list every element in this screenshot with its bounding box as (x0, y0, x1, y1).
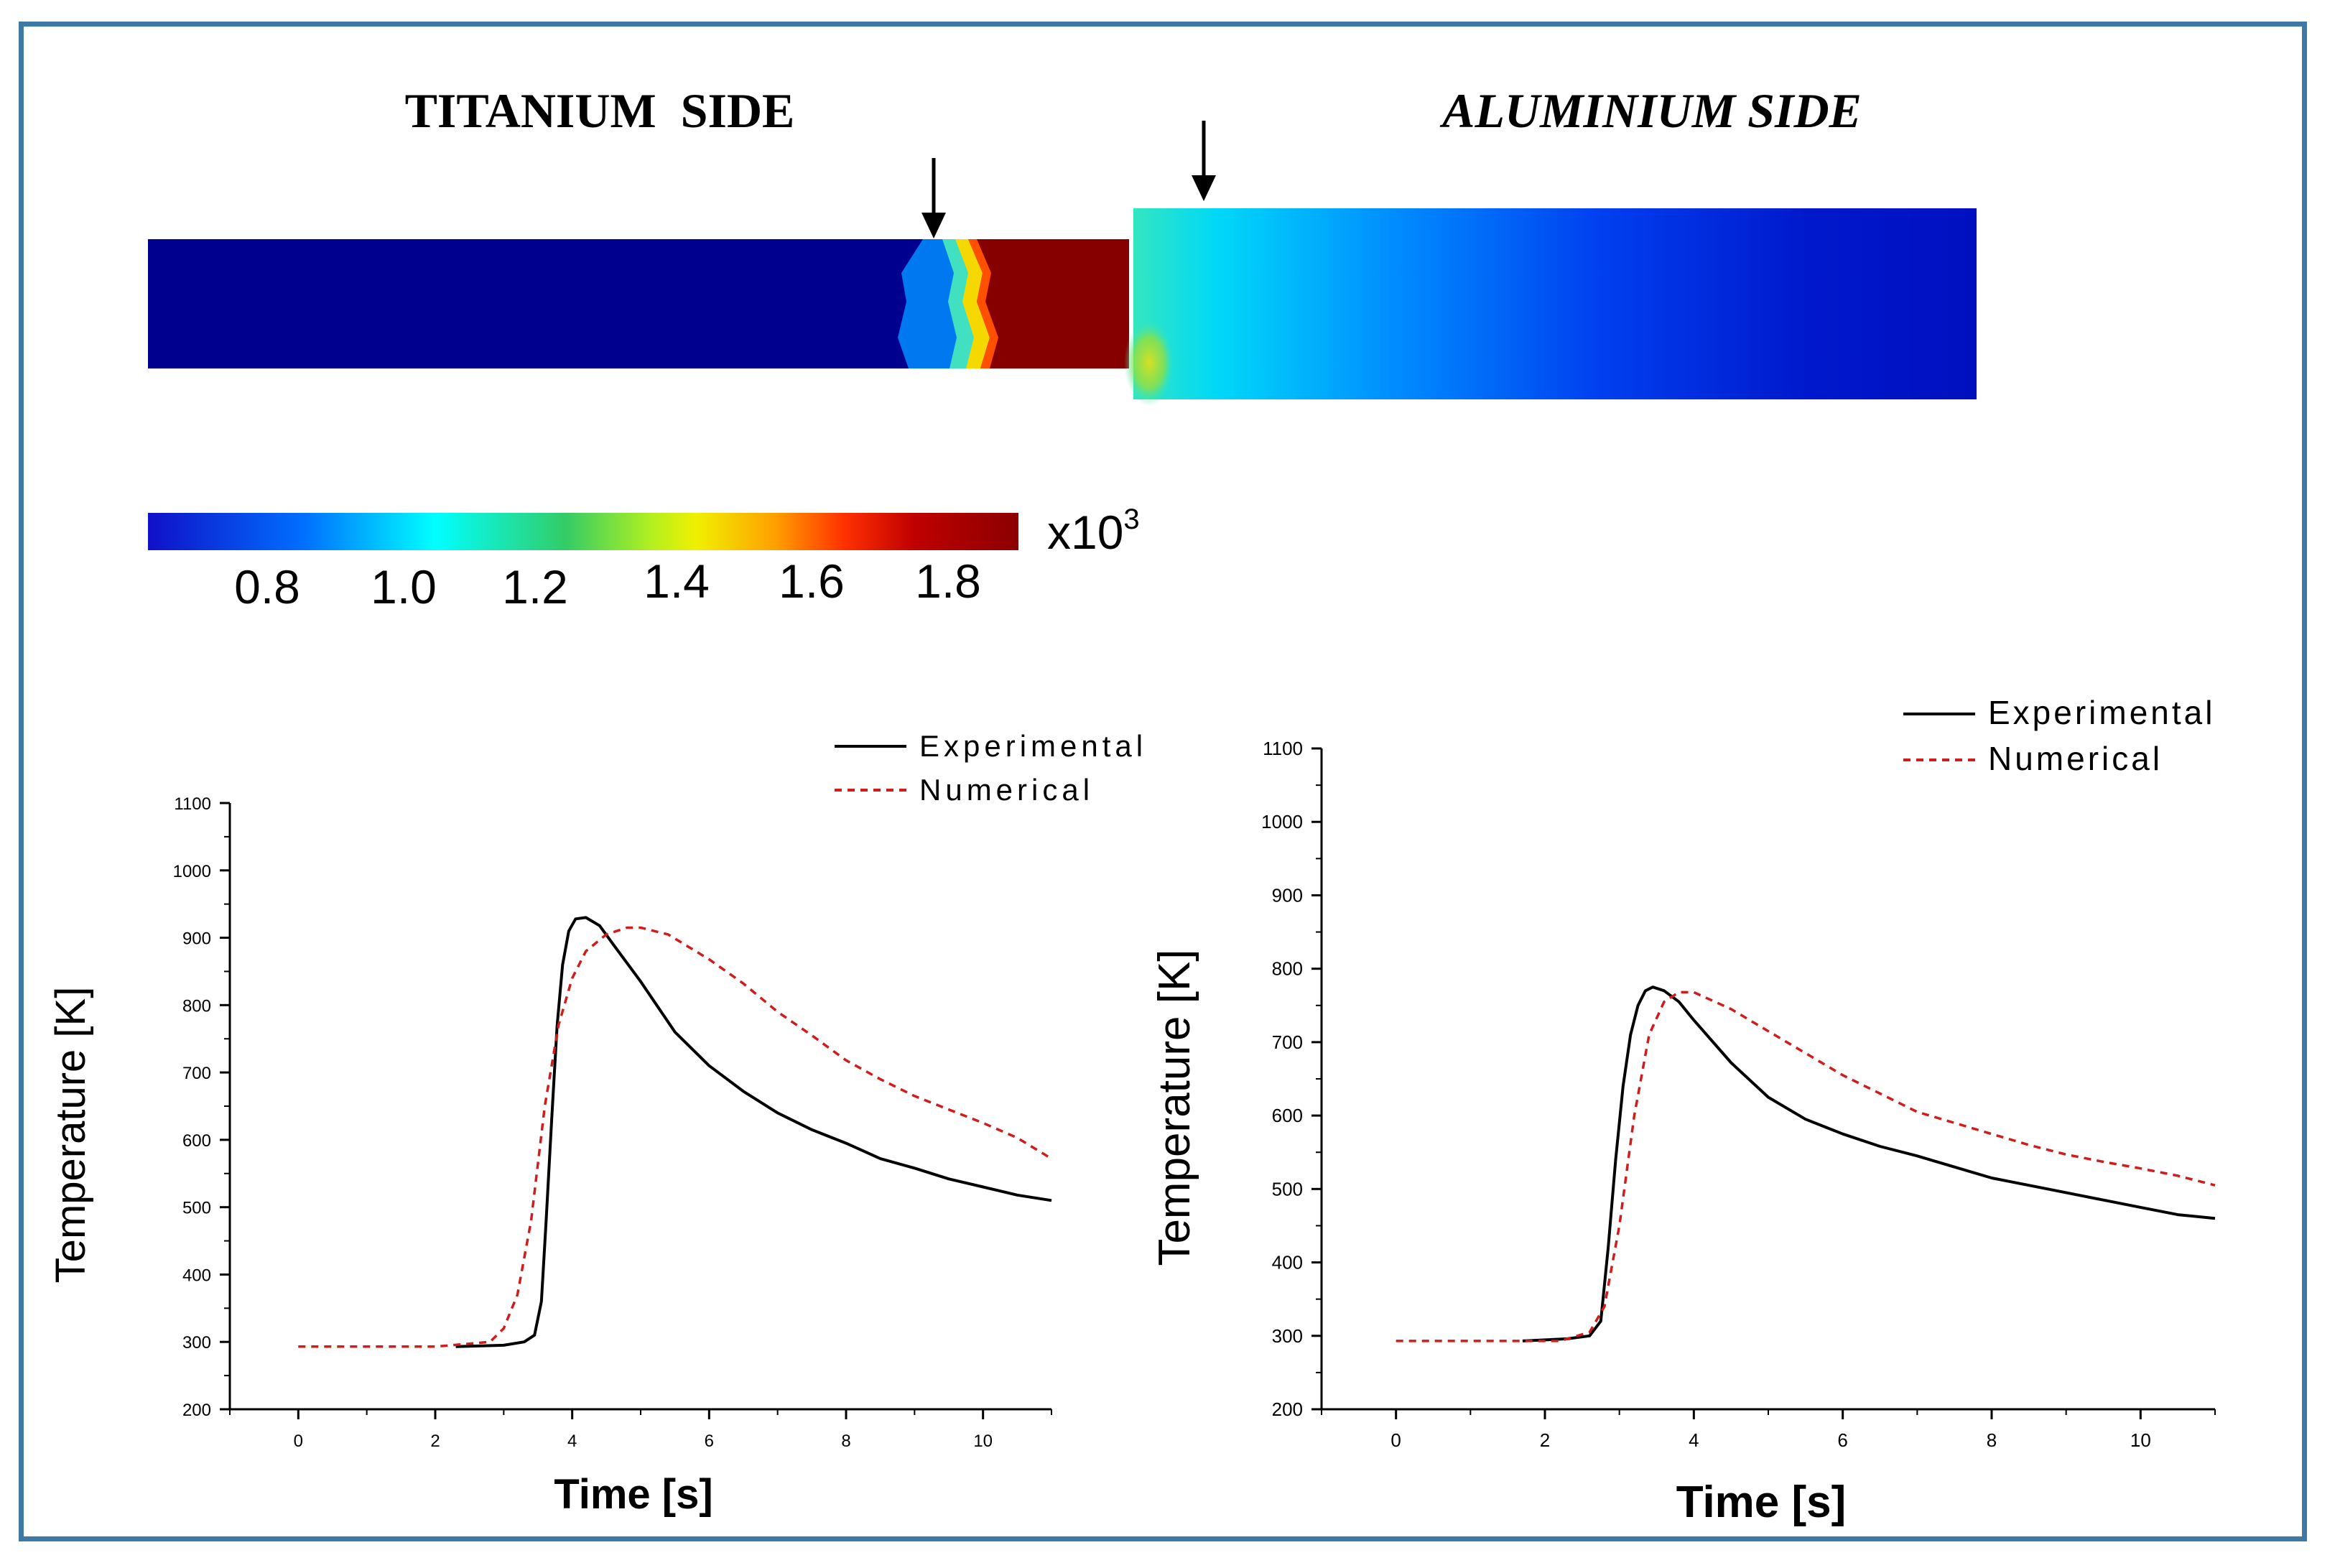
y-axis-label: Temperature [K] (47, 987, 94, 1284)
x-tick-label: 2 (1540, 1429, 1550, 1451)
y-tick-label: 1000 (173, 862, 211, 881)
colorbar-tick-label: 1.0 (371, 560, 437, 613)
y-tick-label: 1100 (174, 794, 211, 814)
x-tick-label: 8 (841, 1432, 850, 1451)
y-tick-label: 1000 (1261, 811, 1303, 832)
down-arrow-icon (1192, 121, 1216, 201)
colorbar-tick-label: 1.8 (915, 555, 981, 608)
x-tick-label: 10 (2130, 1429, 2151, 1451)
y-tick-label: 800 (1272, 958, 1303, 980)
y-tick-label: 600 (182, 1131, 211, 1151)
x-tick-label: 8 (1987, 1429, 1997, 1451)
y-tick-label: 200 (1272, 1398, 1303, 1420)
y-tick-label: 900 (182, 929, 211, 949)
colorbar-tick-label: 1.2 (502, 560, 568, 613)
x-tick-label: 0 (1390, 1429, 1401, 1451)
colorbar-tick-label: 0.8 (234, 560, 300, 613)
aluminium-bar (1133, 208, 1977, 399)
y-tick-label: 400 (1272, 1252, 1303, 1274)
y-tick-label: 500 (182, 1199, 211, 1218)
y-tick-label: 600 (1272, 1105, 1303, 1126)
series-line-experimental (455, 916, 1052, 1348)
x-tick-label: 2 (430, 1432, 440, 1451)
legend-label-experimental: Experimental (1988, 694, 2215, 731)
aluminium-side-label: ALUMINIUM SIDE (1439, 83, 1862, 138)
legend-label-numerical: Numerical (919, 773, 1094, 807)
x-axis-label: Time [s] (554, 1471, 712, 1518)
x-tick-label: 4 (567, 1432, 577, 1451)
y-tick-label: 700 (182, 1064, 211, 1083)
y-tick-label: 900 (1272, 884, 1303, 906)
y-tick-label: 1100 (1263, 738, 1303, 759)
y-tick-label: 200 (182, 1401, 211, 1420)
x-tick-label: 0 (294, 1432, 303, 1451)
y-tick-label: 500 (1272, 1178, 1303, 1200)
y-tick-label: 800 (182, 996, 211, 1016)
x-axis-label: Time [s] (1676, 1477, 1847, 1527)
y-tick-label: 700 (1272, 1031, 1303, 1053)
x-tick-label: 6 (1837, 1429, 1847, 1451)
colorbar-tick-label: 1.6 (779, 555, 845, 608)
series-line-experimental (1522, 985, 2216, 1342)
colorbar-multiplier: x103 (1047, 504, 1140, 559)
down-arrow-icon (921, 158, 946, 238)
aluminium-interface-hotspot (1124, 320, 1174, 406)
x-tick-label: 4 (1689, 1429, 1699, 1451)
colorbar (148, 513, 1018, 550)
legend-label-experimental: Experimental (919, 729, 1147, 763)
x-tick-label: 6 (705, 1432, 714, 1451)
y-tick-label: 400 (182, 1266, 211, 1285)
titanium-side-label: TITANIUM SIDE (405, 83, 795, 138)
y-tick-label: 300 (182, 1333, 211, 1353)
y-axis-label: Temperature [K] (1150, 949, 1199, 1266)
titanium-weld-front-cool (898, 239, 957, 368)
x-tick-label: 10 (973, 1432, 993, 1451)
series-line-numerical (1396, 991, 2216, 1342)
titanium-weld-front-hot (968, 239, 998, 368)
y-tick-label: 300 (1272, 1325, 1303, 1347)
colorbar-tick-label: 1.4 (644, 555, 710, 608)
legend-label-numerical: Numerical (1988, 740, 2163, 777)
